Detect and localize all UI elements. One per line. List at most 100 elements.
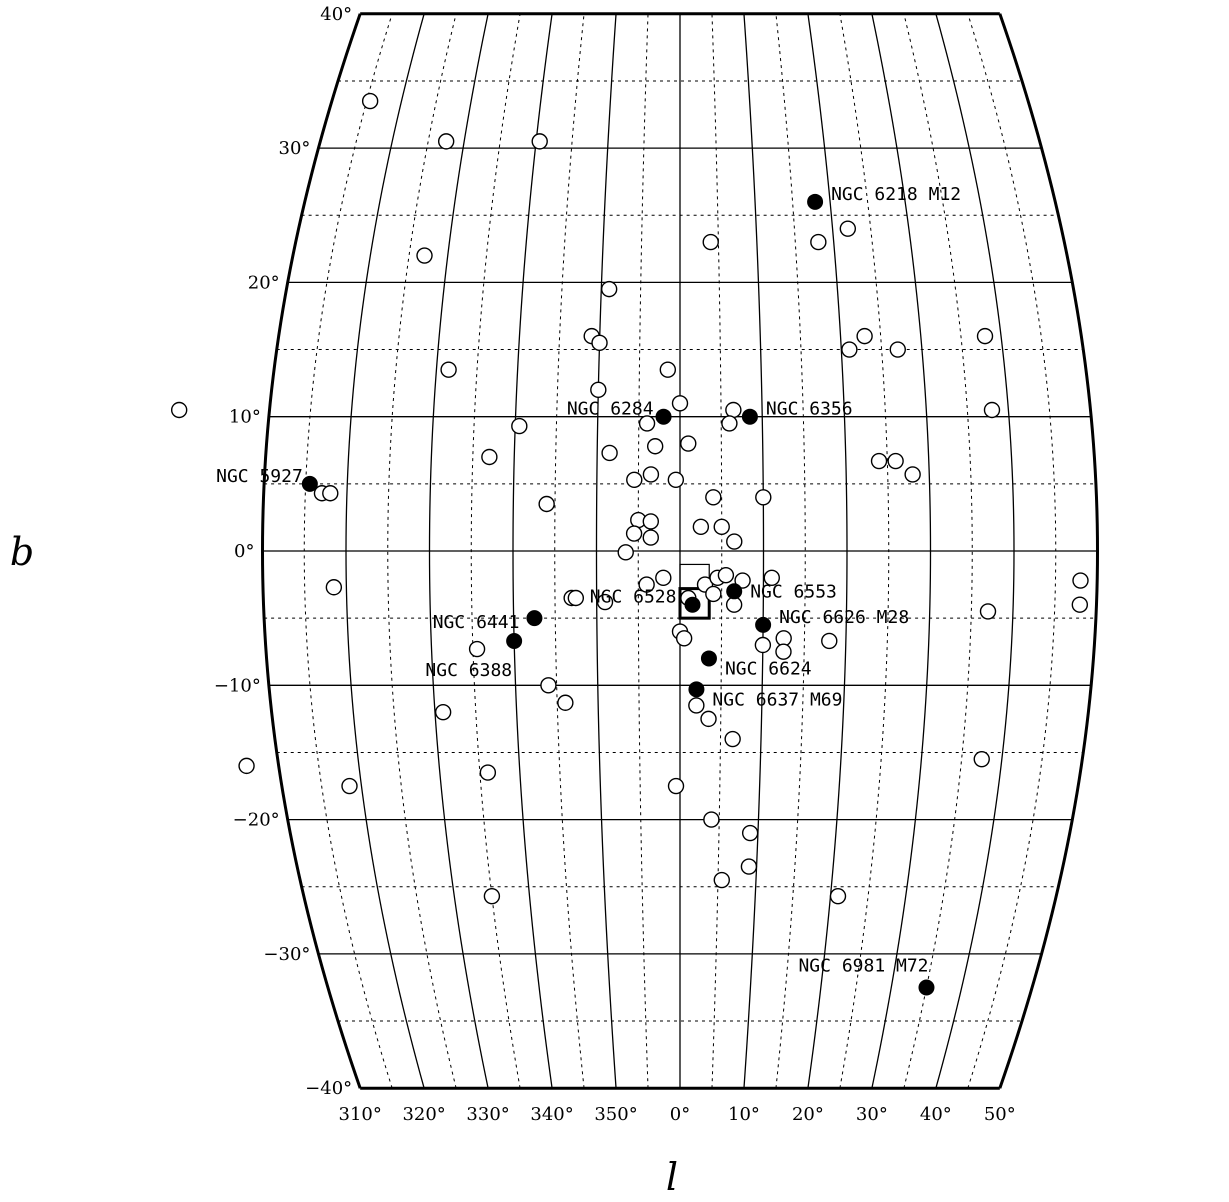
meridian-line bbox=[775, 13, 806, 1089]
cluster-point bbox=[976, 327, 994, 345]
cluster-labels: NGC 6218 M12 NGC 6356 NGC 6284 NGC 5927 NGC … bbox=[216, 184, 961, 977]
cluster-point bbox=[437, 133, 455, 150]
cluster-point bbox=[667, 471, 685, 489]
cluster-point bbox=[870, 452, 888, 470]
cluster-point bbox=[646, 438, 664, 455]
y-tick-labels: 40° 30° 20° 10° 0° −10° −20° −30° −40° bbox=[214, 4, 352, 1099]
cluster-point bbox=[856, 327, 873, 345]
y-tick-label: 30° bbox=[279, 138, 311, 159]
cluster-label: NGC 6637 M69 bbox=[712, 689, 842, 710]
cluster-point bbox=[973, 750, 990, 768]
cluster-point bbox=[591, 334, 608, 352]
cluster-point bbox=[702, 233, 719, 251]
y-tick-label: −20° bbox=[233, 810, 280, 831]
cluster-point bbox=[839, 220, 857, 237]
cluster-point bbox=[671, 395, 689, 412]
highlighted-cluster-point bbox=[655, 408, 672, 425]
cluster-point bbox=[721, 415, 738, 432]
other-clusters bbox=[170, 92, 1089, 905]
x-tick-label: 30° bbox=[856, 1104, 888, 1125]
cluster-point bbox=[170, 401, 188, 419]
x-tick-label: 310° bbox=[339, 1104, 382, 1125]
cluster-point bbox=[680, 435, 697, 452]
cluster-point bbox=[705, 489, 722, 506]
highlighted-cluster-point bbox=[684, 596, 701, 613]
cluster-point bbox=[540, 677, 557, 694]
cluster-point bbox=[483, 887, 501, 905]
y-tick-label: 0° bbox=[234, 541, 254, 562]
x-tick-labels: 310° 320° 330° 340° 350° 0° 10° 20° 30° 40° 50° bbox=[339, 1104, 1016, 1125]
frame-right-edge bbox=[998, 13, 1100, 1089]
x-tick-label: 320° bbox=[402, 1104, 445, 1125]
highlighted-cluster-point bbox=[526, 610, 543, 627]
region-boxes bbox=[678, 563, 711, 620]
cluster-point bbox=[642, 529, 659, 546]
cluster-point bbox=[741, 824, 759, 842]
x-tick-label: 20° bbox=[792, 1104, 824, 1125]
cluster-point bbox=[763, 569, 780, 587]
cluster-label: NGC 6981 M72 bbox=[798, 955, 928, 976]
cluster-point bbox=[725, 401, 742, 419]
cluster-point bbox=[724, 730, 741, 748]
highlighted-cluster-point bbox=[301, 475, 318, 492]
x-tick-label: 330° bbox=[466, 1104, 509, 1125]
cluster-point bbox=[692, 518, 710, 536]
cluster-point bbox=[983, 401, 1001, 419]
cluster-point bbox=[481, 448, 498, 466]
cluster-point bbox=[416, 247, 433, 264]
y-tick-label: 40° bbox=[320, 4, 352, 25]
cluster-point bbox=[479, 764, 497, 781]
cluster-label: NGC 6356 bbox=[766, 399, 853, 420]
highlighted-cluster-point bbox=[726, 583, 743, 600]
cluster-point bbox=[361, 92, 379, 110]
cluster-point bbox=[841, 341, 858, 358]
cluster-point bbox=[626, 471, 643, 489]
highlighted-clusters bbox=[301, 193, 935, 996]
cluster-point bbox=[755, 489, 772, 506]
cluster-point bbox=[700, 710, 717, 728]
cluster-point bbox=[979, 603, 997, 620]
cluster-point bbox=[322, 485, 339, 502]
cluster-point bbox=[754, 636, 772, 654]
cluster-point bbox=[703, 811, 720, 828]
cluster-point bbox=[889, 341, 906, 358]
cluster-point bbox=[713, 518, 730, 536]
cluster-label: NGC 5927 bbox=[216, 466, 303, 487]
x-tick-label: 340° bbox=[530, 1104, 573, 1125]
cluster-point bbox=[904, 466, 921, 483]
highlighted-cluster-point bbox=[807, 193, 824, 210]
cluster-point bbox=[538, 495, 555, 513]
cluster-point bbox=[717, 566, 735, 584]
cluster-point bbox=[638, 415, 656, 432]
cluster-label: NGC 6626 M28 bbox=[779, 607, 909, 628]
cluster-label: NGC 6553 bbox=[750, 581, 837, 602]
grid-layer bbox=[262, 13, 1098, 1089]
cluster-point bbox=[713, 871, 730, 889]
y-axis-title: b bbox=[10, 530, 34, 574]
cluster-point bbox=[601, 444, 618, 462]
cluster-point bbox=[740, 858, 758, 875]
cluster-point bbox=[829, 887, 847, 905]
cluster-label: NGC 6624 bbox=[725, 658, 812, 679]
cluster-point bbox=[642, 466, 660, 483]
x-tick-label: 10° bbox=[728, 1104, 760, 1125]
cluster-point bbox=[557, 694, 574, 711]
cluster-label: NGC 6388 bbox=[425, 660, 512, 681]
highlighted-cluster-point bbox=[755, 616, 772, 633]
y-tick-label: 20° bbox=[248, 272, 280, 293]
x-tick-label: 350° bbox=[594, 1104, 637, 1125]
cluster-point bbox=[440, 361, 457, 378]
y-tick-label: −10° bbox=[214, 675, 261, 696]
cluster-point bbox=[600, 280, 618, 298]
cluster-label: NGC 6441 bbox=[433, 612, 520, 633]
y-tick-label: 10° bbox=[229, 407, 261, 428]
highlighted-cluster-point bbox=[688, 681, 705, 698]
cluster-point bbox=[238, 757, 255, 775]
cluster-point bbox=[810, 233, 827, 251]
cluster-point bbox=[659, 361, 677, 378]
cluster-point bbox=[468, 640, 486, 658]
cluster-point bbox=[567, 589, 585, 607]
cluster-point bbox=[642, 513, 659, 530]
cluster-point bbox=[821, 632, 838, 650]
